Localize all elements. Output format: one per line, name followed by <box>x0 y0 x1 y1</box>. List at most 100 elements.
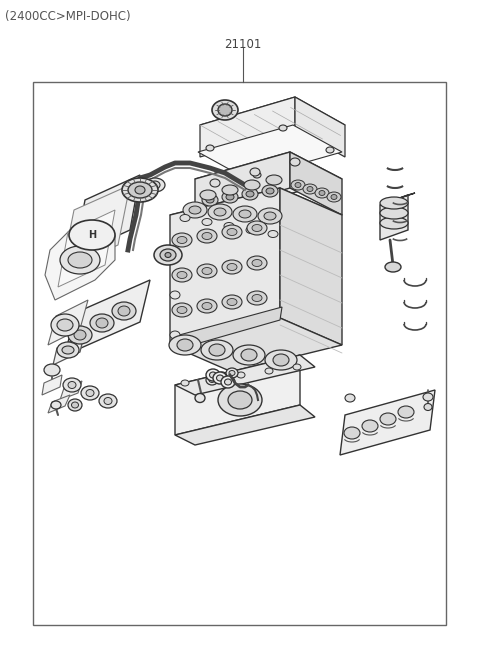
Polygon shape <box>195 152 290 215</box>
Ellipse shape <box>44 364 60 376</box>
Ellipse shape <box>202 194 218 206</box>
Text: (2400CC>MPI-DOHC): (2400CC>MPI-DOHC) <box>5 10 131 23</box>
Ellipse shape <box>307 187 313 191</box>
Polygon shape <box>290 152 342 215</box>
Ellipse shape <box>227 263 237 271</box>
Ellipse shape <box>247 291 267 305</box>
Ellipse shape <box>273 354 289 366</box>
Ellipse shape <box>200 190 216 200</box>
Ellipse shape <box>189 206 201 214</box>
Ellipse shape <box>57 319 73 331</box>
Polygon shape <box>175 405 315 445</box>
Ellipse shape <box>68 399 82 411</box>
Ellipse shape <box>327 192 341 202</box>
Ellipse shape <box>265 350 297 370</box>
Ellipse shape <box>265 368 273 374</box>
Ellipse shape <box>227 299 237 305</box>
Ellipse shape <box>72 402 79 408</box>
Ellipse shape <box>252 259 262 267</box>
Polygon shape <box>170 318 342 372</box>
Bar <box>33 82 446 625</box>
Ellipse shape <box>202 219 212 225</box>
Ellipse shape <box>216 372 228 382</box>
Ellipse shape <box>250 168 260 176</box>
Ellipse shape <box>177 339 193 351</box>
Ellipse shape <box>380 413 396 425</box>
Ellipse shape <box>177 236 187 244</box>
Ellipse shape <box>226 194 234 200</box>
Ellipse shape <box>197 264 217 278</box>
Ellipse shape <box>154 245 182 265</box>
Polygon shape <box>170 188 280 345</box>
Polygon shape <box>200 97 345 152</box>
Ellipse shape <box>380 217 408 229</box>
Ellipse shape <box>258 208 282 224</box>
Polygon shape <box>380 193 415 205</box>
Ellipse shape <box>170 291 180 299</box>
Ellipse shape <box>291 180 305 190</box>
Ellipse shape <box>170 331 180 339</box>
Ellipse shape <box>222 191 238 203</box>
Ellipse shape <box>293 364 301 370</box>
Ellipse shape <box>169 335 201 355</box>
Polygon shape <box>280 188 342 345</box>
Ellipse shape <box>180 214 190 221</box>
Polygon shape <box>65 280 150 355</box>
Ellipse shape <box>237 372 245 378</box>
Ellipse shape <box>206 369 220 381</box>
Polygon shape <box>58 210 115 287</box>
Ellipse shape <box>145 178 165 192</box>
Ellipse shape <box>197 229 217 243</box>
Ellipse shape <box>60 246 100 274</box>
Text: 21101: 21101 <box>224 38 262 51</box>
Ellipse shape <box>209 372 216 378</box>
Ellipse shape <box>68 381 76 388</box>
Ellipse shape <box>183 202 207 218</box>
Polygon shape <box>195 152 342 206</box>
Ellipse shape <box>209 376 217 382</box>
Ellipse shape <box>181 380 189 386</box>
Polygon shape <box>172 307 282 350</box>
Ellipse shape <box>362 420 378 432</box>
Ellipse shape <box>160 249 176 261</box>
Polygon shape <box>62 185 130 270</box>
Ellipse shape <box>216 375 224 381</box>
Ellipse shape <box>68 326 92 344</box>
Polygon shape <box>42 375 62 395</box>
Ellipse shape <box>206 375 218 385</box>
Ellipse shape <box>218 104 232 116</box>
Ellipse shape <box>247 256 267 270</box>
Polygon shape <box>175 355 315 395</box>
Ellipse shape <box>242 188 258 200</box>
Ellipse shape <box>210 179 220 187</box>
Ellipse shape <box>68 252 92 268</box>
Ellipse shape <box>423 393 433 401</box>
Ellipse shape <box>229 371 235 375</box>
Polygon shape <box>60 381 82 400</box>
Ellipse shape <box>81 386 99 400</box>
Ellipse shape <box>201 340 233 360</box>
Ellipse shape <box>385 262 401 272</box>
Ellipse shape <box>165 252 171 257</box>
Polygon shape <box>340 390 435 455</box>
Polygon shape <box>198 125 342 179</box>
Ellipse shape <box>219 375 225 379</box>
Ellipse shape <box>172 303 192 317</box>
Ellipse shape <box>63 378 81 392</box>
Ellipse shape <box>253 172 261 178</box>
Ellipse shape <box>233 345 265 365</box>
Ellipse shape <box>202 267 212 274</box>
Ellipse shape <box>268 231 278 238</box>
Ellipse shape <box>213 372 227 384</box>
Ellipse shape <box>252 295 262 301</box>
Ellipse shape <box>90 314 114 332</box>
Ellipse shape <box>319 191 325 195</box>
Ellipse shape <box>177 307 187 314</box>
Polygon shape <box>295 97 345 157</box>
Ellipse shape <box>222 225 242 239</box>
Ellipse shape <box>266 188 274 194</box>
Ellipse shape <box>96 318 108 328</box>
Ellipse shape <box>206 145 214 151</box>
Text: H: H <box>88 230 96 240</box>
Ellipse shape <box>214 208 226 216</box>
